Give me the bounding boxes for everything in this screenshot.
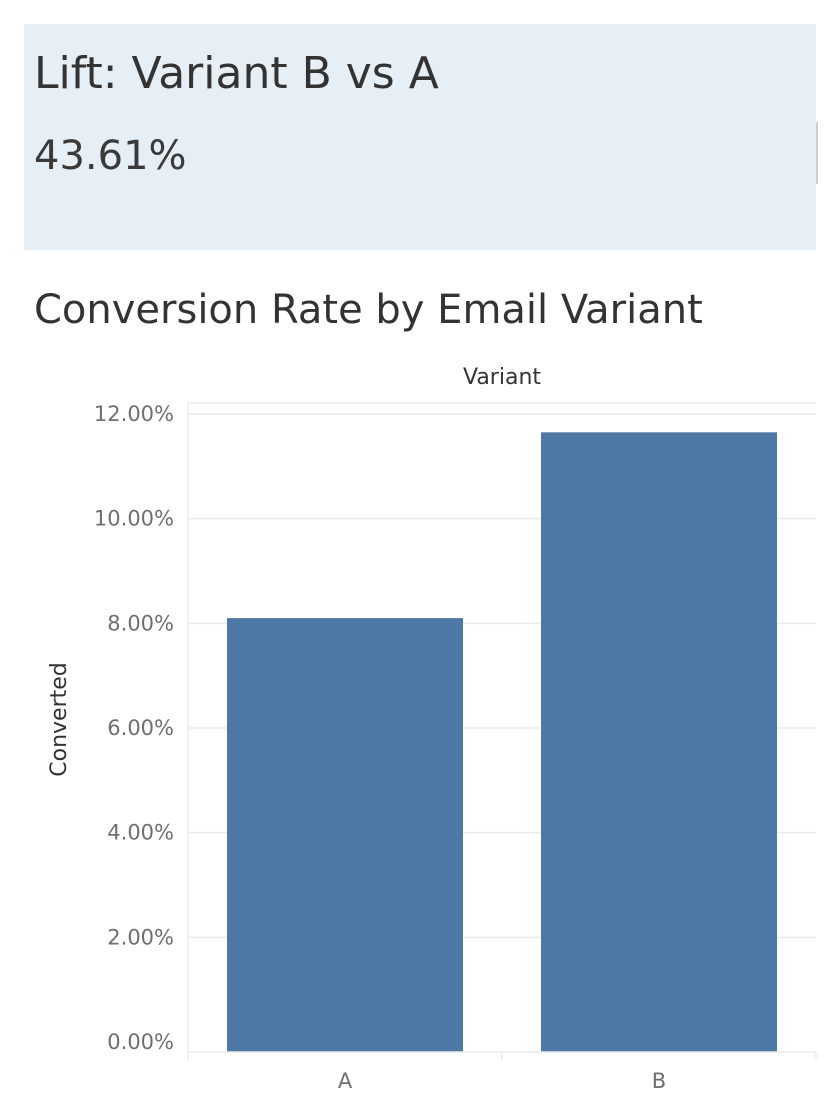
y-tick-label: 6.00%: [107, 716, 174, 740]
y-tick-label: 12.00%: [94, 402, 174, 426]
axes: 0.00% 2.00% 4.00% 6.00% 8.00% 10.00% 12.00% A B: [94, 402, 817, 1093]
y-tick-label: 0.00%: [107, 1030, 174, 1054]
kpi-title: Lift: Variant B vs A: [34, 48, 439, 99]
y-tick-label: 2.00%: [107, 925, 174, 949]
bars: [227, 432, 777, 1053]
bar-b[interactable]: [541, 432, 777, 1053]
y-tick-label: 4.00%: [107, 821, 174, 845]
column-header: Variant: [463, 365, 541, 390]
kpi-card: Lift: Variant B vs A 43.61%: [24, 24, 818, 250]
y-tick-label: 8.00%: [107, 611, 174, 635]
y-tick-label: 10.00%: [94, 507, 174, 531]
x-tick-label: A: [338, 1069, 353, 1093]
kpi-value: 43.61%: [34, 133, 187, 179]
bar-a[interactable]: [227, 618, 463, 1052]
x-tick-label: B: [652, 1069, 666, 1093]
kpi-divider: [816, 122, 818, 184]
y-axis-title: Converted: [47, 662, 72, 777]
chart-title: Conversion Rate by Email Variant: [34, 287, 703, 333]
